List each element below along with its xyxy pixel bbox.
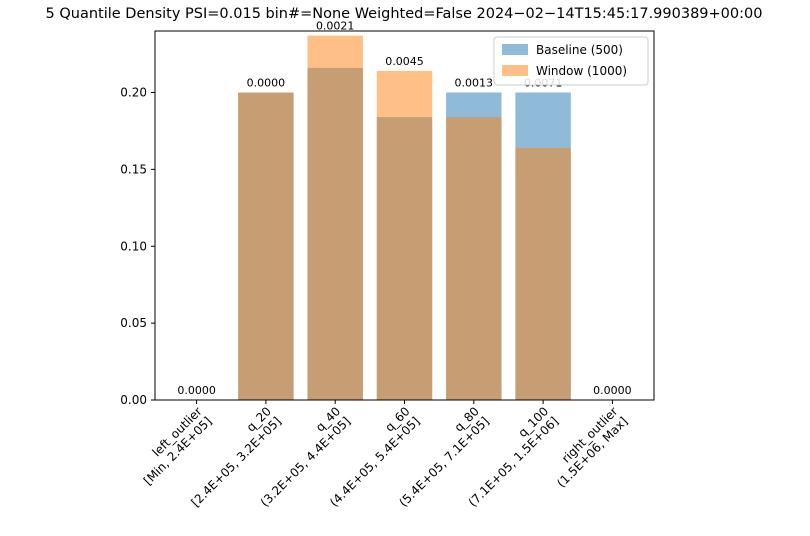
x-axis: left_outlier[Min, 2.4E+05] q_20[2.4E+05, … <box>131 400 630 510</box>
y-tick-label: 0.15 <box>120 162 147 176</box>
bar-series-1-q_80 <box>446 117 502 400</box>
bar-series-1-q_20 <box>238 92 294 400</box>
y-tick-label: 0.10 <box>120 239 147 253</box>
psi-label-q_20: 0.0000 <box>247 77 286 90</box>
legend-label-1: Window (1000) <box>536 64 627 78</box>
y-tick-label: 0.05 <box>120 316 147 330</box>
psi-label-q_80: 0.0013 <box>455 77 494 90</box>
legend-box <box>493 36 649 86</box>
bar-series-1-q_100 <box>515 147 571 400</box>
legend-swatch-0 <box>502 44 528 55</box>
psi-label-left_outlier: 0.0000 <box>177 384 216 397</box>
chart-title: 5 Quantile Density PSI=0.015 bin#=None W… <box>46 6 763 22</box>
psi-labels-layer: 0.00000.00000.00210.00450.00130.00710.00… <box>177 20 631 397</box>
psi-label-right_outlier: 0.0000 <box>593 384 632 397</box>
bar-series-1-q_60 <box>376 70 433 400</box>
y-tick-label: 0.20 <box>120 86 147 100</box>
psi-label-q_60: 0.0045 <box>385 55 424 68</box>
psi-label-q_40: 0.0021 <box>316 20 355 33</box>
x-category-label-left_outlier: left_outlier[Min, 2.4E+05] <box>131 404 215 488</box>
x-category-label-right_outlier: right_outlier(1.5E+06, Max] <box>544 404 630 490</box>
bars-layer <box>238 35 571 401</box>
bar-series-1-q_40 <box>307 35 363 401</box>
y-axis: 0.00 0.05 0.10 0.15 0.20 <box>120 86 155 407</box>
y-tick-label: 0.00 <box>120 393 147 407</box>
legend: Baseline (500) Window (1000) <box>493 36 649 86</box>
legend-swatch-1 <box>502 65 528 76</box>
legend-label-0: Baseline (500) <box>536 43 623 57</box>
